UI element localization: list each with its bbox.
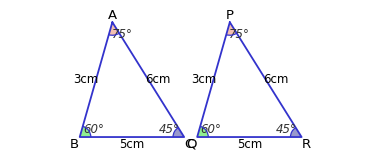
Text: 45°: 45° [159,123,180,136]
Text: A: A [108,8,117,22]
Text: 3cm: 3cm [191,73,216,86]
Text: 75°: 75° [229,28,250,41]
Text: 60°: 60° [200,123,221,136]
Wedge shape [109,22,119,35]
Text: 60°: 60° [83,123,104,136]
Text: 3cm: 3cm [74,73,99,86]
Polygon shape [80,22,184,137]
Wedge shape [173,128,184,137]
Text: B: B [70,138,79,151]
Text: R: R [302,138,311,151]
Wedge shape [80,126,91,137]
Text: 45°: 45° [276,123,297,136]
Wedge shape [290,128,302,137]
Text: P: P [226,8,234,22]
Text: Q: Q [187,138,197,151]
Wedge shape [226,22,237,35]
Text: 5cm: 5cm [119,138,144,151]
Text: 6cm: 6cm [263,73,288,86]
Text: C: C [184,138,193,151]
Text: 75°: 75° [112,28,133,41]
Polygon shape [197,22,302,137]
Text: 5cm: 5cm [237,138,262,151]
Wedge shape [197,126,208,137]
Text: 6cm: 6cm [145,73,171,86]
